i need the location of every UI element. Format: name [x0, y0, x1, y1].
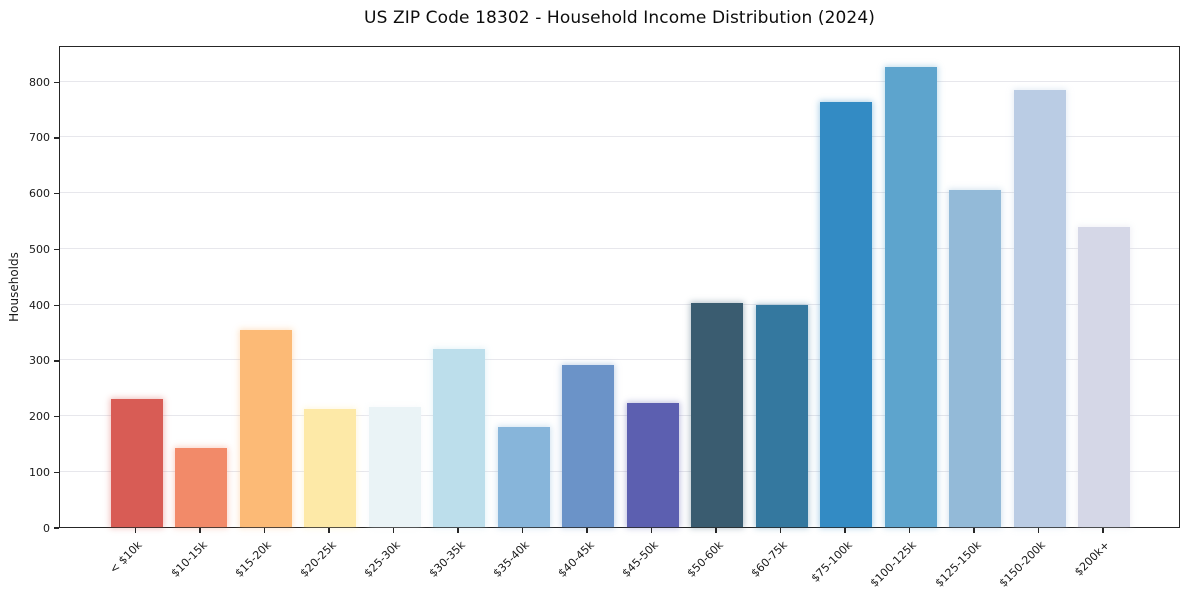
y-tick-label: 700	[29, 131, 50, 145]
bar-100-125k	[884, 67, 937, 527]
y-tick-label: 300	[29, 354, 50, 368]
x-tick-mark	[586, 528, 588, 533]
x-tick-label: $40-45k	[555, 538, 597, 580]
bar-20-25k	[304, 408, 356, 527]
y-tick-mark	[54, 360, 59, 362]
y-tick-mark	[54, 137, 59, 139]
x-tick-mark	[1037, 528, 1040, 533]
gridline	[60, 192, 1179, 194]
x-tick-label: $25-30k	[361, 538, 404, 580]
gridline	[60, 303, 1179, 305]
x-tick-mark	[263, 528, 266, 533]
gridline	[60, 80, 1179, 82]
x-tick-label: $100-125k	[867, 538, 920, 590]
x-tick-mark	[715, 528, 717, 533]
bar-25-30k	[368, 407, 421, 527]
x-tick-mark	[457, 528, 459, 533]
bar-10-15k	[175, 448, 227, 527]
y-tick-label: 500	[29, 242, 50, 256]
plot-area	[59, 46, 1180, 528]
y-tick-label: 200	[29, 410, 50, 424]
gridline	[60, 136, 1179, 138]
x-tick-label: $150-200k	[996, 538, 1049, 590]
bar-40-45k	[562, 365, 614, 527]
y-tick-mark	[54, 193, 59, 195]
x-tick-label: $30-35k	[426, 538, 468, 580]
x-tick-label: $20-25k	[297, 538, 339, 580]
x-tick-label: $125-150k	[932, 538, 984, 590]
x-tick-label: $60-75k	[748, 538, 791, 580]
bar-50-60k	[691, 303, 743, 527]
x-tick-label: < $10k	[107, 538, 146, 577]
y-tick-label: 600	[29, 187, 50, 201]
chart-title: US ZIP Code 18302 - Household Income Dis…	[364, 8, 875, 28]
y-tick-label: 400	[29, 298, 50, 312]
x-tick-mark	[199, 528, 201, 533]
bar-10k	[110, 398, 163, 527]
y-tick-mark	[54, 527, 59, 529]
y-tick-mark	[54, 248, 59, 251]
x-tick-label: $35-40k	[490, 538, 533, 580]
x-tick-label: $50-60k	[684, 538, 726, 580]
bar-35-40k	[497, 426, 550, 527]
y-tick-mark	[54, 471, 59, 473]
x-tick-label: $10-15k	[168, 538, 210, 580]
gridline	[60, 359, 1179, 361]
gridline	[60, 247, 1179, 249]
bar-150-200k	[1013, 90, 1066, 527]
y-tick-mark	[54, 415, 59, 418]
x-tick-mark	[134, 528, 137, 533]
bar-125-150k	[949, 190, 1001, 527]
y-tick-label: 800	[29, 75, 50, 89]
x-tick-mark	[844, 528, 846, 533]
y-tick-label: 0	[43, 521, 50, 535]
x-tick-label: $200k+	[1072, 538, 1113, 579]
bar-15-20k	[239, 330, 292, 527]
x-tick-mark	[973, 528, 975, 533]
bar-200k	[1078, 226, 1130, 527]
x-tick-label: $45-50k	[619, 538, 662, 580]
bar-30-35k	[433, 349, 485, 527]
x-tick-mark	[779, 528, 782, 533]
x-tick-mark	[392, 528, 395, 533]
x-tick-mark	[908, 528, 911, 533]
gridline	[60, 470, 1179, 472]
x-tick-mark	[650, 528, 653, 533]
bar-60-75k	[755, 305, 808, 527]
x-tick-label: $15-20k	[232, 538, 275, 580]
x-tick-mark	[328, 528, 330, 533]
x-tick-label: $75-100k	[808, 538, 855, 585]
bar-75-100k	[820, 102, 872, 527]
y-tick-mark	[54, 81, 59, 83]
x-tick-mark	[521, 528, 524, 533]
y-axis-label: Households	[7, 252, 21, 322]
y-tick-mark	[54, 304, 59, 306]
bar-45-50k	[626, 403, 679, 527]
y-tick-label: 100	[29, 465, 50, 479]
gridline	[60, 415, 1179, 417]
x-tick-mark	[1102, 528, 1104, 533]
